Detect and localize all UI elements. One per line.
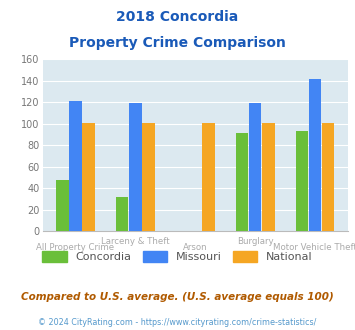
Bar [82, 123, 95, 231]
Bar [142, 123, 155, 231]
Text: 2018 Concordia: 2018 Concordia [116, 10, 239, 24]
Text: © 2024 CityRating.com - https://www.cityrating.com/crime-statistics/: © 2024 CityRating.com - https://www.city… [38, 318, 317, 327]
Bar [322, 123, 334, 231]
Bar [249, 103, 261, 231]
Text: Compared to U.S. average. (U.S. average equals 100): Compared to U.S. average. (U.S. average … [21, 292, 334, 302]
Text: Arson: Arson [183, 243, 208, 252]
Text: Motor Vehicle Theft: Motor Vehicle Theft [273, 243, 355, 252]
Bar [262, 123, 274, 231]
Bar [309, 79, 321, 231]
Bar [296, 131, 308, 231]
Bar [129, 103, 142, 231]
Text: Larceny & Theft: Larceny & Theft [101, 237, 170, 246]
Text: Burglary: Burglary [237, 237, 273, 246]
Bar [56, 180, 69, 231]
Legend: Concordia, Missouri, National: Concordia, Missouri, National [38, 247, 317, 267]
Text: All Property Crime: All Property Crime [37, 243, 115, 252]
Bar [116, 197, 129, 231]
Bar [69, 101, 82, 231]
Bar [236, 133, 248, 231]
Bar [202, 123, 215, 231]
Text: Property Crime Comparison: Property Crime Comparison [69, 36, 286, 50]
